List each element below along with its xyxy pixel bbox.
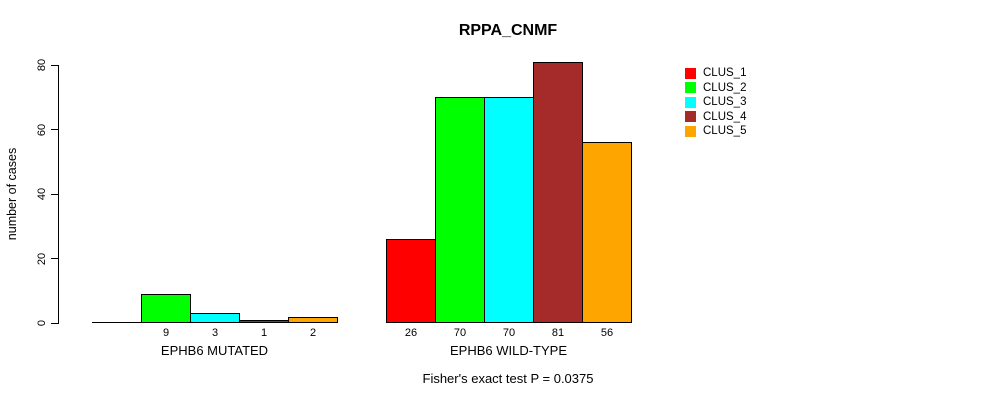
y-axis-tick-label: 80 [36,58,48,72]
y-axis-title: number of cases [5,147,19,241]
legend-item: CLUS_4 [685,110,746,125]
legend-item-label: CLUS_3 [703,96,747,109]
y-axis-tick-label: 60 [36,123,48,136]
y-axis-tick [51,258,59,259]
legend-item: CLUS_5 [685,124,746,139]
legend-item-label: CLUS_4 [703,110,747,123]
legend-color-swatch [685,96,696,108]
legend-item-label: CLUS_5 [703,125,747,138]
bar-clus_4-mutated [239,320,289,323]
bar-value-label: 56 [600,327,614,339]
bar-value-label: 81 [551,327,565,339]
legend-color-swatch [685,111,696,123]
y-axis-tick-label: 20 [36,252,48,265]
x-axis-group-label: EPHB6 MUTATED [160,343,269,358]
legend-item: CLUS_3 [685,95,746,110]
bar-value-label: 70 [453,327,467,339]
chart-title: RPPA_CNMF [458,22,558,39]
y-axis-tick-label: 0 [36,319,48,327]
legend-item: CLUS_2 [685,81,746,96]
bar-clus_3-wildtype [484,97,534,323]
y-axis-tick [51,193,59,195]
legend-item: CLUS_1 [685,66,746,81]
bar-value-label: 3 [211,327,219,339]
bar-clus_2-wildtype [435,97,485,323]
bar-value-label: 9 [162,327,170,339]
legend-color-swatch [685,67,696,79]
footnote-text: Fisher's exact test P = 0.0375 [422,371,594,386]
bar-clus_1-wildtype [386,239,436,323]
y-axis-tick-label: 40 [36,187,48,201]
bar-clus_2-mutated [141,294,191,323]
legend: CLUS_1 CLUS_2 CLUS_3 CLUS_4 CLUS_5 [685,66,746,139]
y-axis-tick [51,129,59,130]
bar-clus_4-wildtype [533,62,583,323]
legend-color-swatch [685,125,696,137]
legend-item-label: CLUS_1 [703,67,747,80]
bar-value-label: 26 [404,327,418,339]
bar-clus_3-mutated [190,313,240,323]
y-axis-tick [51,64,59,66]
bar-clus_5-wildtype [582,142,632,323]
bar-clus_5-mutated [288,317,338,323]
x-axis-group-label: EPHB6 WILD-TYPE [449,343,568,358]
bar-value-label: 70 [502,327,516,339]
legend-color-swatch [685,82,696,94]
legend-item-label: CLUS_2 [703,81,747,94]
bar-value-label: 2 [309,327,317,339]
bar-value-label: 1 [260,327,268,339]
y-axis-tick [51,322,59,324]
